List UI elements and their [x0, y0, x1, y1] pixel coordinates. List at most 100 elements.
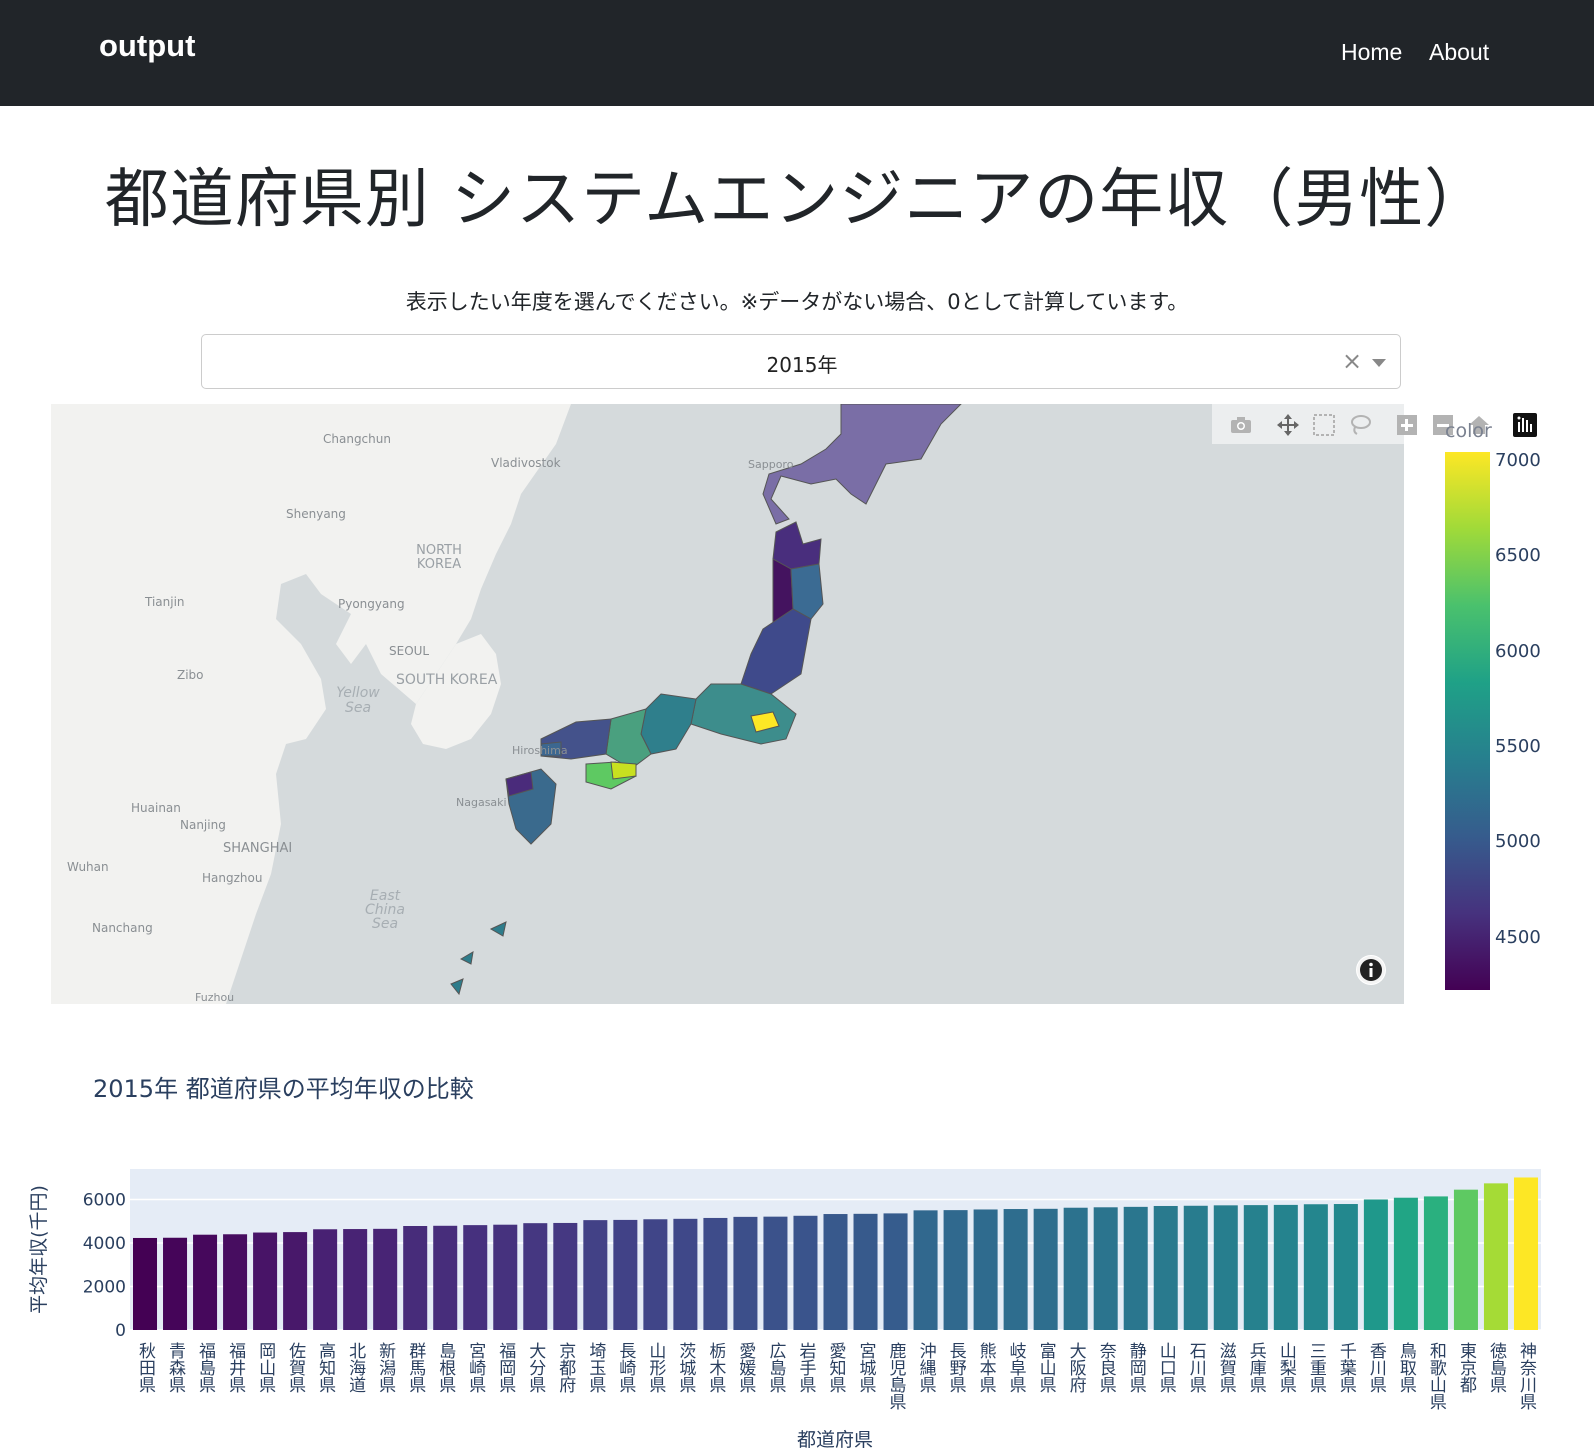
x-tick-label: 山口県: [1156, 1342, 1177, 1393]
x-tick-label: 長野県: [946, 1342, 967, 1393]
nav-link-home[interactable]: Home: [1341, 39, 1403, 65]
bar[interactable]: [673, 1218, 698, 1330]
nav-link-about[interactable]: About: [1429, 39, 1490, 65]
bar[interactable]: [1333, 1204, 1358, 1330]
x-tick-label: 石川県: [1186, 1342, 1207, 1393]
map-label-huainan: Huainan: [131, 801, 181, 815]
bar[interactable]: [1213, 1205, 1238, 1330]
map-label-nagasaki: Nagasaki: [456, 796, 507, 809]
bar[interactable]: [343, 1229, 368, 1330]
plotly-logo-icon[interactable]: [1512, 412, 1538, 438]
x-tick-label: 徳島県: [1486, 1342, 1507, 1393]
choropleth-map[interactable]: Changchun Vladivostok Sapporo Shenyang N…: [51, 404, 1404, 1004]
x-tick-label: 宮崎県: [465, 1342, 486, 1393]
x-tick-label: 鳥取県: [1396, 1342, 1417, 1393]
bar[interactable]: [643, 1219, 668, 1330]
info-icon[interactable]: [1356, 955, 1386, 985]
map-canvas[interactable]: [51, 404, 1404, 1004]
zoom-out-icon[interactable]: [1430, 412, 1456, 438]
box-select-icon[interactable]: [1311, 412, 1337, 438]
bar[interactable]: [283, 1232, 308, 1330]
bar[interactable]: [823, 1214, 848, 1330]
x-tick-label: 秋田県: [135, 1342, 156, 1393]
year-dropdown[interactable]: 2015年 ×: [201, 334, 1401, 389]
bar[interactable]: [313, 1229, 338, 1330]
x-tick-label: 鹿児島県: [886, 1342, 907, 1410]
bar[interactable]: [1153, 1205, 1178, 1330]
bar[interactable]: [373, 1228, 398, 1330]
bar[interactable]: [1183, 1205, 1208, 1330]
bar[interactable]: [763, 1216, 788, 1330]
camera-icon[interactable]: [1228, 412, 1254, 438]
bar[interactable]: [1393, 1197, 1418, 1330]
bar[interactable]: [703, 1217, 728, 1330]
bar[interactable]: [973, 1209, 998, 1330]
chevron-down-icon[interactable]: [1372, 359, 1386, 367]
bar[interactable]: [1453, 1189, 1478, 1330]
x-axis-title: 都道府県: [797, 1429, 873, 1448]
lasso-icon[interactable]: [1347, 412, 1373, 438]
bar[interactable]: [163, 1237, 188, 1330]
aomori-shape: [772, 521, 822, 570]
bar[interactable]: [1483, 1183, 1508, 1330]
map-label-north-korea: NORTH KOREA: [416, 543, 462, 572]
bar[interactable]: [133, 1237, 158, 1330]
map-label-changchun: Changchun: [323, 432, 391, 446]
bar[interactable]: [223, 1234, 248, 1330]
x-tick-label: 千葉県: [1336, 1342, 1357, 1393]
x-tick-label: 栃木県: [705, 1342, 726, 1393]
bar[interactable]: [1003, 1209, 1028, 1330]
bar[interactable]: [1033, 1208, 1058, 1330]
bar[interactable]: [1123, 1206, 1148, 1330]
bar[interactable]: [253, 1232, 278, 1330]
map-modebar: [1212, 404, 1551, 444]
bar[interactable]: [733, 1216, 758, 1330]
bar[interactable]: [193, 1234, 218, 1330]
y-axis-title: 平均年収(千円): [28, 1185, 50, 1314]
bar[interactable]: [493, 1224, 518, 1330]
bar[interactable]: [613, 1219, 638, 1330]
home-icon[interactable]: [1466, 412, 1492, 438]
bar[interactable]: [793, 1215, 818, 1330]
map-label-pyongyang: Pyongyang: [338, 597, 405, 611]
bar[interactable]: [1093, 1207, 1118, 1330]
bar[interactable]: [853, 1213, 878, 1330]
bar[interactable]: [553, 1222, 578, 1330]
bar[interactable]: [433, 1225, 458, 1330]
bar[interactable]: [1423, 1196, 1448, 1330]
bar[interactable]: [463, 1225, 488, 1330]
bar[interactable]: [913, 1210, 938, 1330]
zoom-in-icon[interactable]: [1394, 412, 1420, 438]
bar[interactable]: [1063, 1207, 1088, 1330]
bar[interactable]: [1363, 1199, 1388, 1330]
colorbar-tick: 6000: [1495, 641, 1541, 662]
bar[interactable]: [1513, 1177, 1538, 1330]
map-label-shenyang: Shenyang: [286, 507, 346, 521]
brand-logo[interactable]: output: [99, 28, 196, 63]
map-label-sapporo: Sapporo: [748, 458, 794, 471]
clear-icon[interactable]: ×: [1342, 347, 1363, 375]
kyushu-north-shape: [505, 771, 534, 797]
bar[interactable]: [943, 1210, 968, 1330]
tokushima-shape: [610, 761, 637, 780]
page-title: 都道府県別 システムエンジニアの年収（男性）: [104, 163, 1490, 237]
x-tick-label: 福島県: [195, 1342, 216, 1393]
hiroshima-shape: [540, 741, 562, 757]
bar[interactable]: [583, 1220, 608, 1330]
map-label-vladivostok: Vladivostok: [491, 456, 561, 470]
bar[interactable]: [403, 1226, 428, 1330]
bar[interactable]: [1303, 1204, 1328, 1330]
bar[interactable]: [1243, 1205, 1268, 1330]
x-tick-label: 愛知県: [826, 1342, 847, 1393]
bar[interactable]: [1273, 1204, 1298, 1330]
x-tick-label: 富山県: [1036, 1342, 1057, 1393]
x-tick-label: 青森県: [165, 1342, 186, 1393]
tohoku-south-shape: [740, 608, 812, 695]
bar-chart[interactable]: 0 2000 4000 6000 秋田県 青森県 福島県 福井県 岡山県 佐賀県 高知県 北海道 新潟県…: [0, 1150, 1594, 1448]
bar[interactable]: [883, 1213, 908, 1330]
colorbar-tick: 5500: [1495, 736, 1541, 757]
pan-icon[interactable]: [1275, 412, 1301, 438]
bar[interactable]: [523, 1223, 548, 1330]
okinawa-islands-shape: [450, 921, 507, 996]
y-tick-label: 4000: [83, 1234, 126, 1254]
